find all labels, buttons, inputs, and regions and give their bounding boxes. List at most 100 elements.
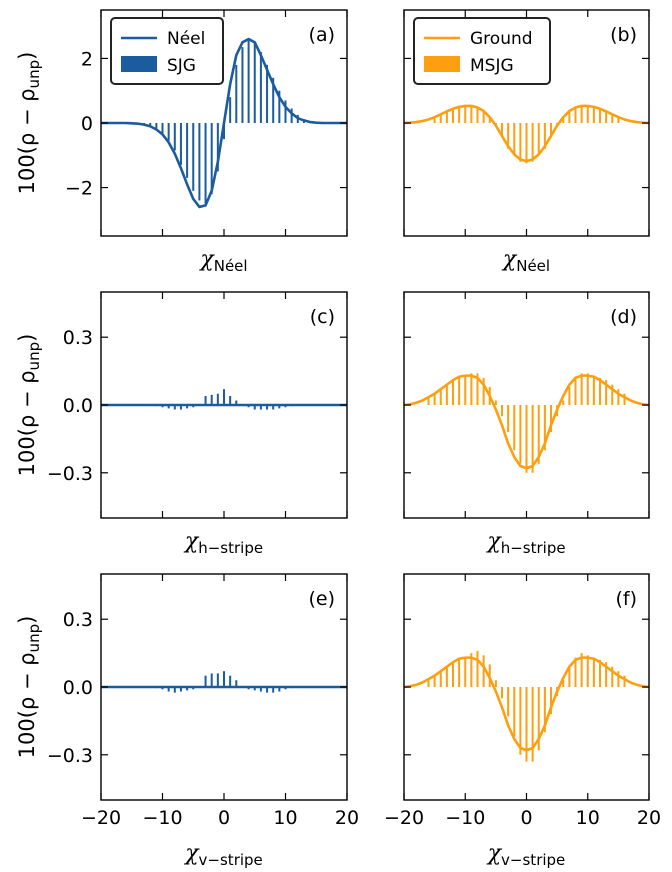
curve-a [101, 37, 347, 209]
bar-c-18 [266, 405, 269, 410]
legend-bar-label-b: MSJG [470, 56, 514, 76]
panel-label-c: (c) [310, 306, 335, 328]
bar-f-18 [537, 687, 540, 751]
bar-f-4 [452, 662, 454, 687]
ylabel-c: 100(ρ − ρunp) [15, 334, 43, 477]
bar-a-14 [229, 97, 232, 123]
bar-f-7 [470, 653, 473, 687]
bar-d-5 [458, 377, 461, 405]
xlabel-f: χv−stripe [486, 841, 566, 869]
panel-f: −20 −10 0 10 20 (f) χv−stripe [384, 573, 661, 869]
bar-d-12 [501, 405, 503, 417]
bar-c-5 [186, 405, 189, 409]
xtick-label-f-2: 0 [520, 807, 532, 829]
bar-a-11 [210, 123, 213, 195]
bar-e-2 [167, 687, 170, 692]
ytick-label-a-0: −2 [65, 178, 93, 200]
bar-d-6 [464, 375, 467, 405]
bar-e-19 [272, 687, 275, 693]
bar-c-16 [253, 405, 256, 410]
bar-d-9 [482, 377, 485, 405]
bar-e-13 [235, 680, 238, 687]
bar-a-24 [290, 108, 293, 123]
bar-c-9 [210, 394, 213, 405]
bar-f-9 [482, 655, 485, 687]
bar-d-32 [623, 393, 626, 405]
bar-b-13 [513, 123, 516, 156]
bar-a-8 [192, 123, 195, 191]
bar-b-6 [470, 105, 473, 123]
bar-b-30 [617, 118, 620, 123]
legend-bar-swatch-a [121, 56, 157, 72]
bar-d-14 [513, 405, 516, 451]
panel-e: −20 −10 0 10 20 −0.3 0.0 0.3 (e) χv−stripe 100(ρ −… [15, 573, 359, 869]
bar-b-23 [574, 106, 577, 123]
bar-f-28 [599, 659, 601, 687]
bar-a-10 [204, 123, 207, 204]
bar-f-22 [562, 680, 565, 687]
bar-b-1 [439, 114, 442, 123]
bar-f-2 [439, 671, 442, 687]
bar-a-18 [253, 42, 256, 123]
bar-d-7 [470, 373, 473, 405]
bar-b-14 [519, 123, 522, 162]
ytick-label-a-2: 2 [81, 48, 93, 70]
bar-d-0 [427, 398, 430, 405]
bar-d-8 [476, 373, 479, 405]
xlabel-a: χNéel [198, 247, 247, 275]
bar-f-1 [433, 675, 436, 687]
bar-d-26 [586, 373, 589, 405]
bar-c-11 [223, 389, 225, 405]
curve-d [403, 374, 650, 470]
bar-f-26 [586, 655, 589, 687]
bar-d-24 [574, 377, 577, 405]
bar-b-16 [531, 123, 534, 162]
bar-e-17 [259, 687, 262, 692]
bar-b-11 [501, 123, 503, 138]
bar-d-2 [439, 389, 442, 405]
bar-c-3 [173, 405, 176, 410]
bar-e-4 [179, 687, 182, 692]
bar-b-5 [464, 105, 467, 123]
bar-a-23 [284, 100, 287, 123]
bar-e-16 [253, 687, 256, 691]
bar-d-31 [617, 389, 620, 405]
panel-label-d: (d) [610, 306, 637, 328]
bar-d-17 [531, 405, 534, 473]
ytick-label-e-2: 0.3 [63, 609, 93, 631]
ylabel-e: 100(ρ − ρunp) [15, 616, 43, 759]
bar-b-17 [537, 123, 540, 156]
ylabel-a: 100(ρ − ρunp) [15, 52, 43, 195]
bar-d-3 [445, 384, 448, 405]
bar-d-11 [494, 400, 497, 405]
bar-c-12 [229, 395, 232, 405]
xlabel-c: χh−stripe [183, 529, 263, 557]
bar-b-18 [543, 123, 546, 149]
xtick-label-e-0: −20 [81, 807, 121, 829]
panel-label-b: (b) [610, 24, 637, 46]
panel-label-a: (a) [309, 24, 335, 46]
bar-a-1 [149, 123, 152, 127]
xtick-label-e-3: 10 [273, 807, 297, 829]
bar-a-21 [272, 77, 275, 123]
bar-b-19 [550, 123, 552, 138]
xtick-label-e-2: 0 [218, 807, 230, 829]
bar-b-2 [445, 111, 448, 123]
bar-f-31 [617, 671, 620, 687]
bar-f-19 [543, 687, 546, 733]
ytick-label-e-1: 0.0 [63, 677, 93, 699]
bar-d-16 [525, 405, 528, 473]
xlabel-d: χh−stripe [485, 529, 565, 557]
bar-f-32 [623, 675, 626, 687]
bar-a-4 [167, 123, 170, 141]
legend-bar-swatch-b [424, 56, 460, 72]
bar-e-8 [204, 675, 207, 687]
xlabel-e: χv−stripe [183, 841, 263, 869]
bar-b-8 [482, 110, 485, 123]
panel-a: −2 0 2 (a) χNéel 100(ρ − ρunp) Néel SJG [15, 9, 348, 275]
bar-f-6 [464, 657, 467, 687]
bar-b-9 [488, 116, 491, 123]
legend-bar-label-a: SJG [167, 56, 196, 76]
bar-f-8 [476, 650, 479, 687]
bar-e-9 [210, 673, 213, 687]
